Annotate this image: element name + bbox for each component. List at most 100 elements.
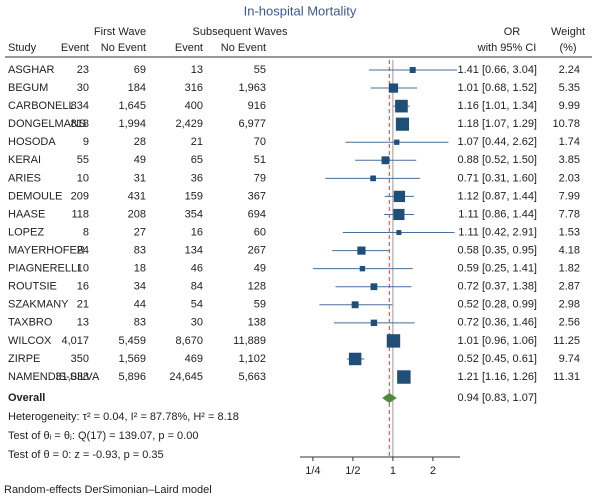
weight-label: 9.74 [559, 353, 580, 365]
count-cell: 2,429 [175, 118, 203, 130]
count-cell: 16 [191, 226, 203, 238]
or-marker [395, 99, 408, 113]
weight-label: 2.98 [559, 299, 580, 311]
or-label: 1.11 [0.86, 1.44] [458, 208, 537, 220]
weight-label: 3.85 [559, 154, 580, 166]
or-marker [409, 67, 416, 73]
count-cell: 400 [185, 100, 203, 112]
count-cell: 13 [77, 317, 89, 329]
count-cell: 209 [71, 190, 89, 202]
study-name: DEMOULE [8, 190, 62, 202]
count-cell: 354 [185, 208, 203, 220]
count-cell: 118 [71, 208, 89, 220]
or-label: 0.71 [0.31, 1.60] [457, 172, 537, 184]
count-cell: 10 [77, 263, 89, 275]
count-cell: 128 [248, 281, 266, 293]
count-cell: 6,977 [238, 118, 266, 130]
count-cell: 834 [71, 100, 89, 112]
count-cell: 21 [191, 136, 203, 148]
or-marker [394, 139, 400, 145]
or-label: 0.52 [0.28, 0.99] [457, 299, 537, 311]
count-cell: 134 [185, 245, 203, 257]
column-header: Study [8, 42, 37, 54]
weight-label: 4.18 [559, 245, 580, 257]
count-cell: 16 [77, 281, 89, 293]
or-label: 1.41 [0.66, 3.04] [457, 64, 537, 76]
or-marker [393, 208, 405, 221]
column-header: No Event [221, 42, 266, 54]
or-label: 0.72 [0.36, 1.46] [457, 317, 537, 329]
weight-label: 7.78 [559, 208, 580, 220]
weight-label: 7.99 [559, 190, 580, 202]
overall-label: 0.94 [0.83, 1.07] [457, 392, 537, 404]
note: Test of θ = 0: z = -0.93, p = 0.35 [8, 449, 164, 461]
count-cell: 34 [134, 281, 146, 293]
count-cell: 469 [185, 353, 203, 365]
count-cell: 65 [191, 154, 203, 166]
study-name: HOSODA [8, 136, 56, 148]
or-label: 1.16 [1.01, 1.34] [457, 100, 537, 112]
count-cell: 24 [77, 245, 89, 257]
count-cell: 79 [254, 172, 266, 184]
or-label: 0.88 [0.52, 1.50] [457, 154, 537, 166]
note: Test of θᵢ = θⱼ: Q(17) = 139.07, p = 0.0… [8, 430, 198, 442]
study-name: HAASE [8, 208, 45, 220]
count-cell: 69 [134, 64, 146, 76]
weight-label: 11.31 [553, 371, 580, 383]
or-label: 1.18 [1.07, 1.29] [457, 118, 537, 130]
count-cell: 138 [248, 317, 266, 329]
group-header: First Wave [94, 26, 146, 38]
group-header: Subsequent Waves [193, 26, 288, 38]
study-name: MAYERHOFER [8, 245, 85, 257]
count-cell: 350 [71, 353, 89, 365]
count-cell: 4,017 [61, 335, 89, 347]
column-header: with 95% CI [477, 42, 537, 54]
or-marker [388, 83, 399, 93]
count-cell: 159 [185, 190, 203, 202]
count-cell: 55 [77, 154, 89, 166]
study-name: SZAKMANY [8, 299, 69, 311]
x-tick-label: 2 [430, 465, 436, 477]
count-cell: 1,645 [118, 100, 146, 112]
or-marker [395, 117, 409, 131]
column-header: Weight [551, 26, 585, 38]
count-cell: 83 [134, 317, 146, 329]
count-cell: 46 [191, 263, 203, 275]
or-label: 1.12 [0.87, 1.44] [457, 190, 537, 202]
or-label: 1.01 [0.68, 1.52] [457, 82, 537, 94]
chart-title: In-hospital Mortality [244, 3, 357, 18]
count-cell: 8,670 [175, 335, 203, 347]
or-marker [397, 370, 411, 384]
study-name: NAMENDIS-SILVA [8, 371, 100, 383]
study-name: CARBONELL [8, 100, 75, 112]
weight-label: 2.03 [559, 172, 580, 184]
study-name: ASGHAR [8, 64, 55, 76]
weight-label: 11.25 [553, 335, 580, 347]
or-label: 0.52 [0.45, 0.61] [457, 353, 537, 365]
count-cell: 23 [77, 64, 89, 76]
or-label: 1.01 [0.96, 1.06] [457, 335, 537, 347]
or-marker [370, 175, 376, 182]
study-name: DONGELMANS [8, 118, 86, 130]
count-cell: 36 [191, 172, 203, 184]
count-cell: 30 [191, 317, 203, 329]
count-cell: 184 [128, 82, 146, 94]
weight-label: 2.24 [559, 64, 580, 76]
count-cell: 5,663 [238, 371, 266, 383]
count-cell: 1,569 [118, 353, 146, 365]
or-marker [370, 283, 378, 291]
study-name: PIAGNERELLI [8, 263, 80, 275]
count-cell: 431 [128, 190, 146, 202]
count-cell: 24,645 [169, 371, 203, 383]
weight-label: 5.35 [559, 82, 580, 94]
or-label: 1.11 [0.42, 2.91] [458, 226, 537, 238]
or-marker [351, 301, 359, 309]
or-marker [357, 246, 366, 255]
count-cell: 54 [191, 299, 203, 311]
or-marker [370, 319, 378, 327]
count-cell: 5,459 [118, 335, 146, 347]
count-cell: 208 [128, 208, 146, 220]
or-label: 0.59 [0.25, 1.41] [457, 263, 537, 275]
study-name: LOPEZ [8, 226, 44, 238]
